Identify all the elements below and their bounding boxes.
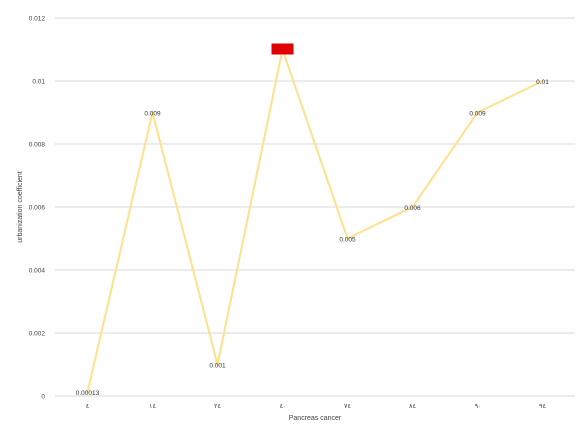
data-point bbox=[86, 390, 89, 394]
y-tick-label: 0.012 bbox=[29, 16, 46, 23]
data-label: 0.001 bbox=[209, 363, 226, 370]
x-tick-label: ٢٤ bbox=[214, 403, 221, 410]
data-label: 0.009 bbox=[469, 111, 486, 118]
data-label: 0.009 bbox=[144, 111, 161, 118]
highlight-marker bbox=[271, 43, 294, 55]
data-point bbox=[151, 111, 154, 114]
data-label: 0.006 bbox=[404, 205, 421, 212]
x-tick-label: ٨٤ bbox=[409, 403, 416, 410]
data-label: 0.00013 bbox=[76, 390, 100, 397]
x-tick-label: ٩٤ bbox=[539, 403, 546, 410]
data-point bbox=[541, 79, 544, 83]
y-tick-label: 0.006 bbox=[29, 205, 46, 212]
x-tick-label: ٧٤ bbox=[344, 403, 351, 410]
y-tick-label: 0.004 bbox=[29, 268, 46, 275]
x-tick-label: ٩· bbox=[475, 403, 481, 410]
x-tick-label: ٤ bbox=[86, 403, 90, 410]
x-tick-label: ٤· bbox=[280, 403, 286, 410]
y-tick-label: 0.008 bbox=[29, 142, 46, 149]
y-axis-title: urbanization coefficient bbox=[17, 171, 24, 243]
y-tick-label: 0.002 bbox=[29, 331, 46, 338]
data-label: 0.01 bbox=[536, 79, 549, 86]
x-axis-title: Pancreas cancer bbox=[289, 415, 342, 422]
x-tick-label: ١٤ bbox=[149, 403, 156, 410]
data-point bbox=[476, 111, 479, 114]
y-tick-label: 0.01 bbox=[32, 79, 45, 86]
y-tick-label: 0 bbox=[41, 394, 45, 401]
data-point bbox=[411, 205, 414, 209]
data-label: 0.005 bbox=[339, 237, 356, 244]
data-point bbox=[216, 363, 219, 366]
series-line bbox=[86, 45, 543, 393]
data-point bbox=[346, 237, 349, 240]
